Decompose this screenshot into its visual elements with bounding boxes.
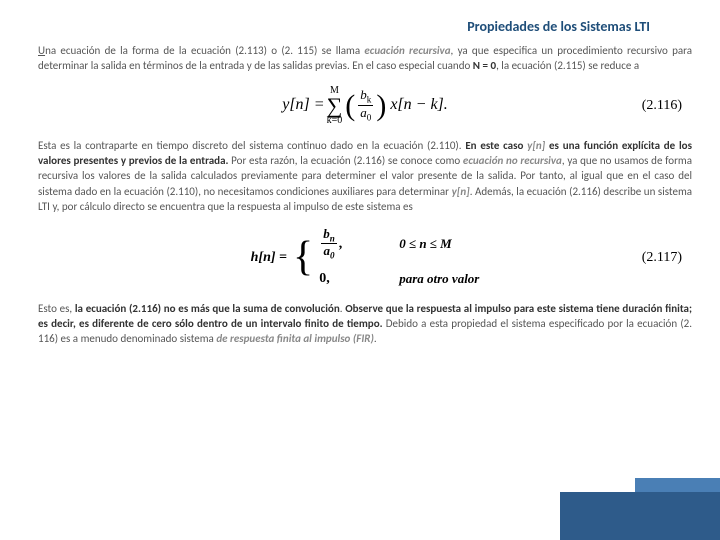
eq2-number: (2.117) [642, 248, 682, 268]
para2-p1: Esta es la contraparte en tiempo discret… [38, 139, 465, 152]
eq2-case2-val: 0, [319, 269, 359, 289]
para1-term: ecuación recursiva [364, 44, 450, 57]
para2-yn1: y[n] [527, 139, 545, 152]
paren-right-icon: ) [376, 97, 386, 115]
para1-mid2: , la ecuación (2.115) se reduce a [496, 59, 639, 72]
footer-decoration [560, 492, 720, 540]
brace-icon: { [293, 243, 313, 272]
page-header: Propiedades de los Sistemas LTI [0, 0, 720, 43]
eq2-case1-frac: bn a0 [321, 227, 337, 261]
content-area: Una ecuación de la forma de la ecuación … [0, 43, 720, 347]
sigma-icon: ∑ [327, 96, 343, 116]
eq1-num-sub: k [367, 95, 372, 105]
eq2-case2: 0, para otro valor [319, 269, 479, 289]
eq1-frac-den: a0 [358, 106, 373, 123]
equation-1: y[n] = M ∑ k=0 ( bk a0 ) x[n − k]. [282, 86, 448, 126]
para2-bold1: En este caso [465, 139, 527, 152]
eq2-case1-val: bn a0 , [319, 227, 359, 261]
eq2-lhs: h[n] = [251, 248, 287, 268]
eq2-cases: bn a0 , 0 ≤ n ≤ M 0, para otro valor [319, 227, 479, 289]
eq1-frac: bk a0 [358, 88, 373, 122]
eq2-c1-suffix: , [339, 236, 343, 251]
eq1-frac-num: bk [358, 88, 373, 106]
eq2-case1: bn a0 , 0 ≤ n ≤ M [319, 227, 479, 261]
equation-2-row: h[n] = { bn a0 , 0 ≤ n ≤ M 0, para otro … [38, 227, 692, 289]
equation-2: h[n] = { bn a0 , 0 ≤ n ≤ M 0, para otro … [251, 227, 480, 289]
header-title: Propiedades de los Sistemas LTI [467, 18, 650, 35]
para1-underline: U [38, 44, 45, 57]
paren-left-icon: ( [345, 97, 355, 115]
paragraph-1: Una ecuación de la forma de la ecuación … [38, 43, 692, 74]
para2-term: ecuación no recursiva [463, 154, 562, 167]
para3-p1: Esto es, [38, 302, 75, 315]
eq2-c1-num: bn [321, 227, 337, 245]
eq2-c1-num-sub: n [330, 233, 335, 243]
eq2-c1-den-sub: 0 [330, 251, 335, 261]
para3-p4: . [374, 332, 377, 345]
para2-yn2: y[n] [452, 185, 470, 198]
eq1-den-sub: 0 [367, 113, 372, 123]
para3-bold1: la ecuación (2.116) no es más que la sum… [75, 302, 340, 315]
eq1-term: x[n − k]. [390, 94, 447, 116]
para2-p2: Por esta razón, la ecuación (2.116) se c… [228, 154, 462, 167]
para3-term: de respuesta finita al impulso (FIR) [216, 332, 374, 345]
eq2-case2-cond: para otro valor [399, 270, 479, 288]
para1-start: na ecuación de la forma de la ecuación (… [45, 44, 364, 57]
eq1-sum-bot: k=0 [327, 116, 343, 126]
paragraph-2: Esta es la contraparte en tiempo discret… [38, 138, 692, 215]
eq1-number: (2.116) [642, 96, 682, 116]
equation-1-row: y[n] = M ∑ k=0 ( bk a0 ) x[n − k]. (2.11… [38, 86, 692, 126]
paragraph-3: Esto es, la ecuación (2.116) no es más q… [38, 301, 692, 347]
para1-cond: N = 0 [473, 59, 496, 72]
eq1-lhs: y[n] = [282, 94, 324, 116]
eq2-c1-den: a0 [321, 244, 336, 261]
eq2-case1-cond: 0 ≤ n ≤ M [399, 235, 452, 253]
eq1-sum: M ∑ k=0 [327, 86, 343, 126]
